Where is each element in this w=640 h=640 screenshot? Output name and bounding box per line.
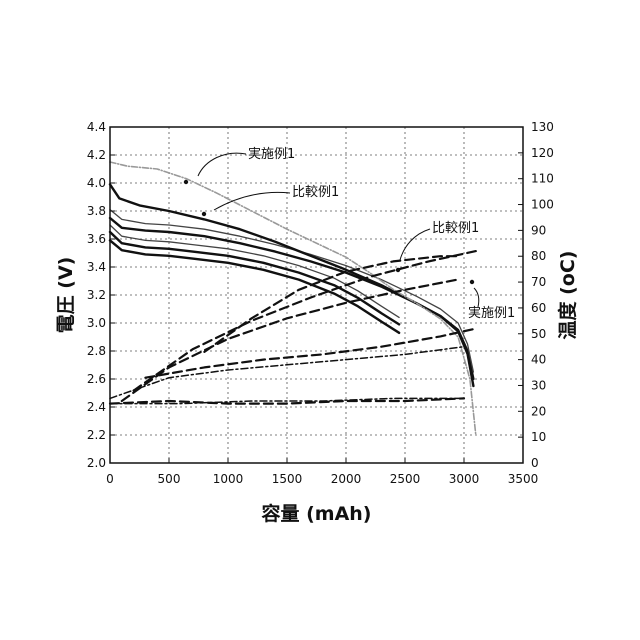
y-left-tick-label: 4.0 <box>87 176 106 190</box>
y-right-tick-label: 30 <box>531 378 546 392</box>
y-right-tick-label: 130 <box>531 120 554 134</box>
x-tick-label: 1500 <box>272 472 303 486</box>
y-right-tick-label: 10 <box>531 430 546 444</box>
y-left-tick-label: 3.4 <box>87 260 106 274</box>
y-left-tick-label: 3.2 <box>87 288 106 302</box>
annotation-arrow-head <box>202 212 206 216</box>
x-tick-label: 0 <box>106 472 114 486</box>
y-right-tick-label: 90 <box>531 223 546 237</box>
y-right-tick-label: 100 <box>531 198 554 212</box>
y-left-tick-label: 3.0 <box>87 316 106 330</box>
temperature-series-12 <box>134 251 476 391</box>
y-right-tick-label: 120 <box>531 146 554 160</box>
annotation-arrow <box>474 288 479 307</box>
y-left-tick-label: 2.0 <box>87 456 106 470</box>
voltage-series-5 <box>110 184 473 386</box>
annotation-label: 実施例1 <box>248 146 295 162</box>
annotation-arrow-head <box>396 268 400 272</box>
y-right-tick-label: 50 <box>531 327 546 341</box>
temperature-series-10 <box>145 329 475 378</box>
y-right-tick-label: 20 <box>531 404 546 418</box>
x-axis-title: 容量 (mAh) <box>261 502 371 525</box>
y-right-tick-label: 40 <box>531 353 546 367</box>
y-right-tick-label: 60 <box>531 301 546 315</box>
annotation-label: 実施例1 <box>468 305 515 321</box>
y-right-tick-label: 70 <box>531 275 546 289</box>
y-left-tick-label: 4.4 <box>87 120 106 134</box>
grid <box>110 127 523 463</box>
x-tick-label: 3500 <box>508 472 539 486</box>
y-left-tick-label: 2.6 <box>87 372 106 386</box>
y-left-tick-label: 2.8 <box>87 344 106 358</box>
y-left-tick-label: 3.8 <box>87 204 106 218</box>
y-axis-right-title: 温度 (oC) <box>556 251 579 340</box>
y-axis-left-title: 電圧 (V) <box>55 257 77 334</box>
x-tick-label: 500 <box>158 472 181 486</box>
y-right-tick-label: 0 <box>531 456 539 470</box>
ticks: 05001000150020002500300035002.02.22.42.6… <box>87 120 554 486</box>
x-tick-label: 2000 <box>331 472 362 486</box>
annotation-arrow <box>400 229 430 260</box>
x-tick-label: 2500 <box>390 472 421 486</box>
y-left-tick-label: 2.4 <box>87 400 106 414</box>
y-left-tick-label: 2.2 <box>87 428 106 442</box>
y-left-tick-label: 3.6 <box>87 232 106 246</box>
y-left-tick-label: 4.2 <box>87 148 106 162</box>
series-layer <box>110 162 476 435</box>
annotation-arrow-head <box>470 280 474 284</box>
x-tick-label: 1000 <box>213 472 244 486</box>
annotation-arrow <box>214 192 290 210</box>
annotation-arrow <box>198 153 246 176</box>
annotation-label: 比較例1 <box>432 221 479 236</box>
annotation-label: 比較例1 <box>292 185 339 200</box>
y-right-tick-label: 80 <box>531 249 546 263</box>
x-tick-label: 3000 <box>449 472 480 486</box>
y-right-tick-label: 110 <box>531 172 554 186</box>
annotation-arrow-head <box>184 180 188 184</box>
